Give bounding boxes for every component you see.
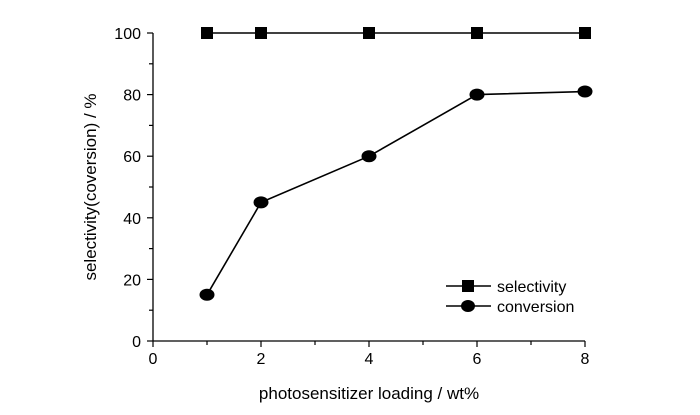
y-tick-label: 20 (123, 272, 141, 289)
x-tick-label: 4 (365, 351, 374, 368)
data-point-conversion (253, 196, 269, 209)
x-tick-label: 0 (149, 351, 158, 368)
y-tick-label: 100 (114, 26, 141, 43)
series-conversion (199, 85, 593, 301)
y-axis-ticks: 0 20 40 60 80 100 (114, 26, 153, 351)
series-selectivity (201, 27, 591, 39)
data-point-selectivity (255, 27, 267, 39)
x-tick-label: 6 (473, 351, 482, 368)
y-tick-label: 0 (132, 334, 141, 351)
x-tick-label: 8 (581, 351, 590, 368)
x-tick-label: 2 (257, 351, 266, 368)
data-point-selectivity (579, 27, 591, 39)
data-point-selectivity (201, 27, 213, 39)
legend-label-selectivity: selectivity (497, 279, 566, 296)
data-point-conversion (199, 288, 215, 301)
y-tick-label: 40 (123, 211, 141, 228)
legend-label-conversion: conversion (497, 299, 574, 316)
x-axis-title: photosensitizer loading / wt% (259, 384, 479, 403)
data-point-selectivity (363, 27, 375, 39)
y-tick-label: 60 (123, 149, 141, 166)
legend-marker-selectivity (462, 280, 474, 292)
y-tick-label: 80 (123, 88, 141, 105)
legend: selectivity conversion (446, 279, 574, 316)
legend-marker-conversion (461, 300, 475, 312)
x-axis-ticks: 0 2 4 6 8 (149, 341, 590, 368)
y-axis-title: selectivity(coversion) / % (81, 93, 100, 280)
data-point-conversion (361, 150, 377, 163)
data-point-conversion (577, 85, 593, 98)
data-point-selectivity (471, 27, 483, 39)
data-point-conversion (469, 88, 485, 101)
series-layer (199, 27, 593, 301)
series-line-conversion (206, 90, 586, 296)
